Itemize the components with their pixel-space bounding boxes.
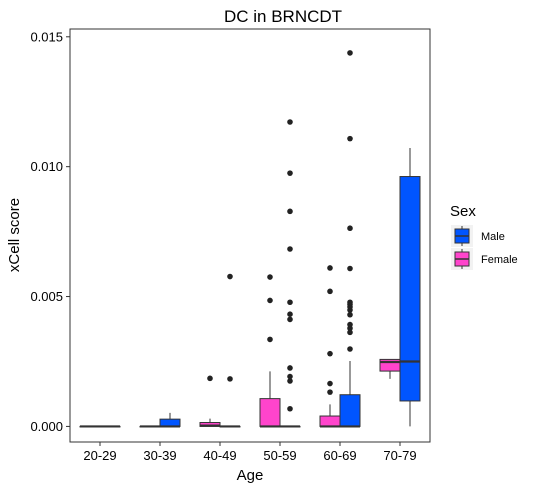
box-groups xyxy=(79,50,421,428)
outlier-point xyxy=(287,378,293,384)
outlier-point xyxy=(287,365,293,371)
outlier-point xyxy=(347,265,353,272)
outlier-point xyxy=(347,311,353,318)
outlier-point xyxy=(287,246,293,252)
box-female-20-29 xyxy=(79,425,101,428)
outlier-point xyxy=(287,316,293,323)
y-tick-label: 0.015 xyxy=(30,29,63,44)
y-axis: 0.000 0.005 0.010 0.015 xyxy=(30,29,70,434)
outlier-point xyxy=(227,273,233,280)
x-tick-label: 70-79 xyxy=(383,448,416,463)
legend-key-female xyxy=(451,248,473,270)
outlier-point xyxy=(287,311,293,318)
box-iqr xyxy=(319,415,341,427)
x-tick-label: 60-69 xyxy=(323,448,356,463)
box-female-50-59 xyxy=(259,274,281,428)
outlier-point xyxy=(287,170,293,176)
x-tick-label: 30-39 xyxy=(143,448,176,463)
outlier-point xyxy=(267,336,273,343)
box-male-60-69 xyxy=(339,50,361,428)
x-tick-label: 50-59 xyxy=(263,448,296,463)
legend-title: Sex xyxy=(450,203,476,220)
box-male-70-79 xyxy=(399,147,421,427)
outlier-point xyxy=(327,265,333,271)
outlier-point xyxy=(207,375,213,382)
outlier-point xyxy=(287,373,293,380)
box-male-50-59 xyxy=(279,119,301,428)
outlier-point xyxy=(347,321,353,328)
outlier-point xyxy=(327,389,333,395)
x-tick-label: 20-29 xyxy=(83,448,116,463)
outlier-point xyxy=(327,350,333,357)
outlier-point xyxy=(267,274,273,280)
plot-panel xyxy=(69,28,431,443)
outlier-point xyxy=(327,380,333,387)
outlier-point xyxy=(267,297,273,304)
chart-title: DC in BRNCDT xyxy=(224,7,342,26)
box-male-20-29 xyxy=(99,425,121,428)
y-tick-label: 0.005 xyxy=(30,289,63,304)
x-tick-label: 40-49 xyxy=(203,448,236,463)
box-iqr xyxy=(259,398,281,427)
outlier-point xyxy=(287,299,293,306)
outlier-point xyxy=(347,135,353,142)
outlier-point xyxy=(347,225,353,232)
box-iqr xyxy=(399,176,421,402)
outlier-point xyxy=(287,208,293,215)
box-male-40-49 xyxy=(219,273,241,428)
outlier-point xyxy=(347,346,353,352)
outlier-point xyxy=(347,50,353,56)
legend: Sex Male Female xyxy=(450,203,518,270)
box-female-40-49 xyxy=(199,375,221,427)
legend-label-male: Male xyxy=(481,231,505,243)
y-tick-label: 0.010 xyxy=(30,159,63,174)
outlier-point xyxy=(327,288,333,295)
legend-key-male xyxy=(451,225,473,247)
outlier-point xyxy=(347,299,353,306)
outlier-point xyxy=(287,405,293,412)
legend-label-female: Female xyxy=(481,254,518,266)
y-axis-title: xCell score xyxy=(6,198,23,272)
outlier-point xyxy=(347,329,353,336)
x-axis-title: Age xyxy=(237,467,264,484)
outlier-point xyxy=(227,376,233,382)
box-male-30-39 xyxy=(159,412,181,428)
x-axis: 20-29 30-39 40-49 50-59 60-69 70-79 xyxy=(83,442,417,463)
y-tick-label: 0.000 xyxy=(30,419,63,434)
box-iqr xyxy=(339,394,361,427)
box-female-30-39 xyxy=(139,425,161,428)
outlier-point xyxy=(287,119,293,125)
